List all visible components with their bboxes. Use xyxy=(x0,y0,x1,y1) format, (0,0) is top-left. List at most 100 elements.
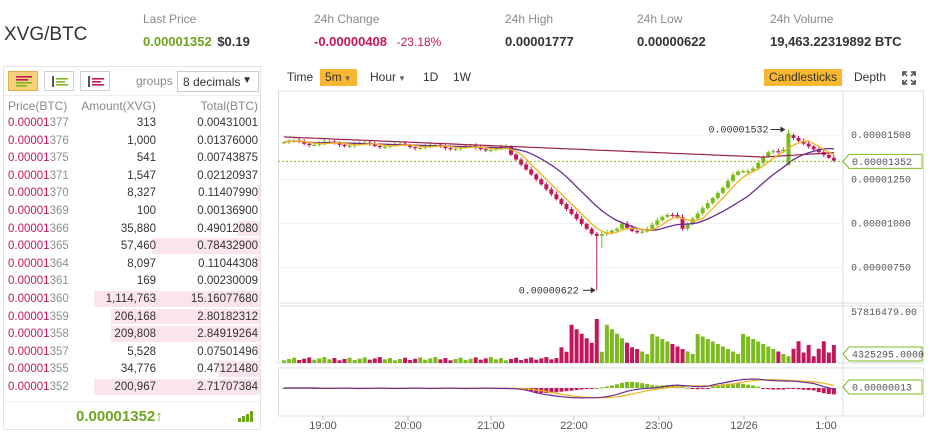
candle-body xyxy=(377,145,382,148)
row-price-prefix: 0.00001 xyxy=(8,134,50,147)
order-book-row[interactable]: 0.00001375 541 0.00743875 xyxy=(4,149,260,167)
price-chart: Time 5m ▼ Hour ▼ 1D 1W Candlesticks Depth … xyxy=(278,66,924,433)
row-price-prefix: 0.00001 xyxy=(8,275,50,288)
row-price: 0.00001357 xyxy=(8,346,69,358)
view-bids-button[interactable] xyxy=(44,71,74,91)
row-total: 15.16077680 xyxy=(190,292,258,305)
order-book-row[interactable]: 0.00001376 1,000 0.01376000 xyxy=(4,132,260,150)
volume-bar xyxy=(534,359,539,363)
order-book-row[interactable]: 0.00001369 100 0.00136900 xyxy=(4,202,260,220)
pair-title: XVG/BTC xyxy=(4,24,88,45)
interval-1w-button[interactable]: 1W xyxy=(453,70,471,84)
depth-button[interactable]: Depth xyxy=(854,70,887,84)
candle-body xyxy=(786,133,791,166)
row-price-suffix: 357 xyxy=(49,345,69,358)
macd-histogram-bar xyxy=(756,386,761,388)
decimals-select[interactable]: 8 decimals ▼ xyxy=(177,71,259,92)
volume-bar xyxy=(756,341,761,363)
row-total: 0.47121480 xyxy=(197,363,258,376)
order-book-row[interactable]: 0.00001358 209,808 2.84919264 xyxy=(4,325,260,343)
row-amount: 206,168 xyxy=(114,310,156,323)
time-button[interactable]: Time xyxy=(287,70,314,84)
volume-bar xyxy=(665,341,670,363)
volume-bar xyxy=(413,358,418,363)
candle-body xyxy=(700,208,705,214)
order-book-row[interactable]: 0.00001361 169 0.00230009 xyxy=(4,272,260,290)
candlesticks-button[interactable]: Candlesticks xyxy=(764,69,843,86)
caret-down-icon: ▼ xyxy=(398,74,406,83)
volume-bar xyxy=(473,357,478,363)
macd-histogram-bar xyxy=(741,383,746,388)
interval-1d-button[interactable]: 1D xyxy=(423,70,439,84)
volume-bar xyxy=(655,336,660,363)
caret-down-icon: ▼ xyxy=(343,74,352,83)
candle-body xyxy=(483,149,488,151)
row-amount: 8,327 xyxy=(127,187,156,200)
row-total: 0.11044308 xyxy=(198,257,258,270)
volume-bar xyxy=(695,334,700,363)
row-price: 0.00001370 xyxy=(8,187,69,199)
volume-bar xyxy=(710,341,715,363)
order-book-row[interactable]: 0.00001364 8,097 0.11044308 xyxy=(4,255,260,273)
row-amount: 1,114,763 xyxy=(105,292,156,305)
candle-body xyxy=(816,149,821,153)
order-book-row[interactable]: 0.00001360 1,114,763 15.16077680 xyxy=(4,290,260,308)
macd-histogram-bar xyxy=(584,388,589,389)
candle-body xyxy=(408,145,413,148)
macd-histogram-bar xyxy=(766,388,771,390)
row-price: 0.00001359 xyxy=(8,311,69,323)
time-tick-label: 19:00 xyxy=(309,420,337,432)
candle-body xyxy=(418,147,423,150)
order-book-row[interactable]: 0.00001357 5,528 0.07501496 xyxy=(4,343,260,361)
volume-bar xyxy=(715,344,720,363)
order-book-row[interactable]: 0.00001377 313 0.00431001 xyxy=(4,114,260,132)
change-label: 24h Change xyxy=(314,12,380,26)
view-asks-button[interactable] xyxy=(80,71,110,91)
volume-bar xyxy=(398,359,403,363)
row-price-suffix: 360 xyxy=(49,292,69,305)
macd-histogram-bar xyxy=(614,384,619,388)
volume-bar xyxy=(771,349,776,363)
volume-bar xyxy=(730,351,735,363)
row-price-prefix: 0.00001 xyxy=(8,169,50,182)
hour-dropdown[interactable]: Hour ▼ xyxy=(370,70,406,84)
interval-5m-dropdown[interactable]: 5m ▼ xyxy=(320,69,357,86)
volume-bar xyxy=(614,333,619,363)
candle-body xyxy=(544,184,549,190)
candle-body xyxy=(791,135,796,138)
macd-histogram-bar xyxy=(781,388,786,390)
volume-bar xyxy=(781,354,786,363)
macd-histogram-bar xyxy=(710,386,715,388)
volume-bar xyxy=(458,357,463,363)
volume-bar xyxy=(307,357,312,363)
volume-bar xyxy=(503,360,508,363)
row-total: 0.00136900 xyxy=(197,204,258,217)
candle-body xyxy=(524,164,529,170)
volume-bar xyxy=(589,342,594,363)
macd-histogram-bar xyxy=(791,388,796,389)
candle-body xyxy=(736,171,741,175)
order-book-row[interactable]: 0.00001365 57,460 0.78432900 xyxy=(4,237,260,255)
order-book-row[interactable]: 0.00001371 1,547 0.02120937 xyxy=(4,167,260,185)
order-book-row[interactable]: 0.00001359 206,168 2.80182312 xyxy=(4,308,260,326)
view-both-button[interactable] xyxy=(8,71,38,91)
row-total: 0.11407990 xyxy=(198,187,258,200)
order-book-row[interactable]: 0.00001352 200,967 2.71707384 xyxy=(4,378,260,396)
macd-histogram-bar xyxy=(594,387,599,389)
macd-histogram-bar xyxy=(559,388,564,392)
row-amount: 1,000 xyxy=(127,134,156,147)
volume-bar xyxy=(418,357,423,363)
volume-bar xyxy=(559,347,564,363)
candle-body xyxy=(382,146,387,149)
volume-bar xyxy=(796,341,801,363)
low-annotation-arrow xyxy=(590,287,596,294)
volume-bar xyxy=(650,334,655,363)
candle-body xyxy=(534,174,539,180)
chart-canvas[interactable]: 0.00001500 0.00001250 0.00001000 0.00000750… xyxy=(278,88,924,433)
fullscreen-icon[interactable] xyxy=(902,71,916,85)
order-book-row[interactable]: 0.00001366 35,880 0.49012080 xyxy=(4,220,260,238)
order-book-row[interactable]: 0.00001355 34,776 0.47121480 xyxy=(4,360,260,378)
row-price-prefix: 0.00001 xyxy=(8,310,50,323)
order-book-row[interactable]: 0.00001370 8,327 0.11407990 xyxy=(4,184,260,202)
row-total: 0.02120937 xyxy=(197,169,258,182)
